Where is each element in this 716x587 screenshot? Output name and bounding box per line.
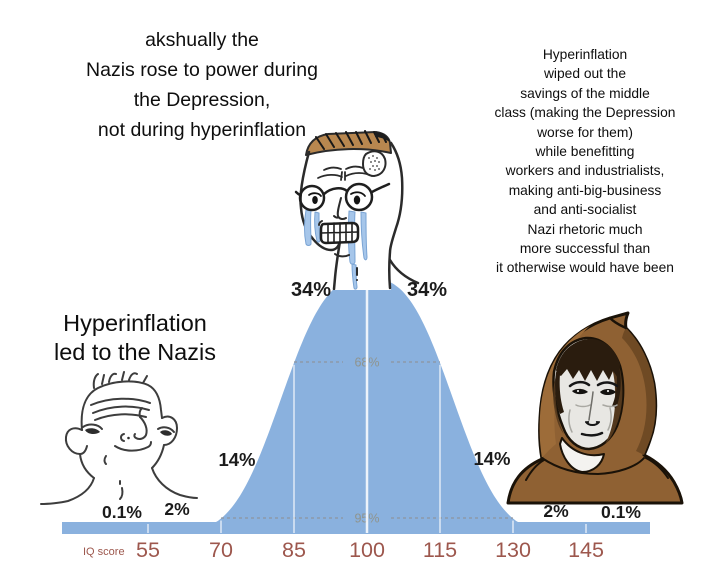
under-garment [559, 437, 605, 473]
low-iq-mouth [103, 441, 152, 465]
tick-label: 130 [495, 538, 531, 562]
midwit-mouth [318, 220, 360, 245]
tick-label: 115 [423, 538, 457, 562]
percent-label: 14% [218, 449, 255, 470]
bangs-hair [555, 338, 621, 414]
hood-inner-shadow-left [553, 376, 564, 434]
percent-label: 34% [407, 279, 447, 301]
midwit-caption: akshually the Nazis rose to power during… [86, 29, 318, 141]
tick-label: 145 [568, 538, 604, 562]
hood-right-shading [622, 328, 656, 455]
low-iq-ears [64, 415, 178, 455]
high-iq-caption: Hyperinflation wiped out the savings of … [494, 47, 676, 276]
cloak-folds [525, 457, 669, 481]
tick-label: 100 [349, 538, 385, 562]
high-iq-wojak [506, 311, 684, 505]
midwit-brow-wrinkles [317, 165, 373, 181]
percent-label: 2% [164, 499, 190, 519]
forehead-wrinkles [90, 397, 151, 421]
percent-label: 0.1% [102, 502, 142, 522]
percent-label: 2% [543, 501, 569, 521]
hooded-mouth [580, 431, 604, 437]
x-axis-label: IQ score [83, 546, 125, 558]
low-iq-caption: Hyperinflation led to the Nazis [54, 310, 216, 365]
midwit-chin-neck [334, 253, 358, 281]
midwit-nose [333, 197, 347, 221]
hooded-nose [585, 391, 600, 426]
tick-label: 85 [282, 538, 306, 562]
percent-label: 0.1% [601, 502, 641, 522]
tick-label: 55 [136, 538, 160, 562]
percent-label: 34% [291, 279, 331, 301]
hooded-eyes [568, 380, 619, 395]
midwit-eyes [308, 191, 366, 205]
low-iq-neck-shoulders [40, 444, 198, 505]
percent-label: 14% [473, 448, 510, 469]
hair-sprigs [92, 371, 148, 389]
tick-label: 70 [209, 538, 233, 562]
midwit-wojak [294, 130, 420, 290]
face-shading [568, 404, 618, 433]
bell-curve-area [62, 278, 650, 534]
hood-left-highlight [539, 326, 590, 458]
low-iq-eyes [82, 423, 175, 442]
midwit-glasses [294, 182, 391, 212]
low-iq-wojak [40, 371, 198, 505]
low-iq-head [80, 371, 163, 431]
midwit-hair [305, 130, 392, 156]
midwit-sideburn [362, 150, 387, 177]
hood-tip-fold [608, 316, 628, 330]
low-iq-nose [133, 407, 148, 440]
